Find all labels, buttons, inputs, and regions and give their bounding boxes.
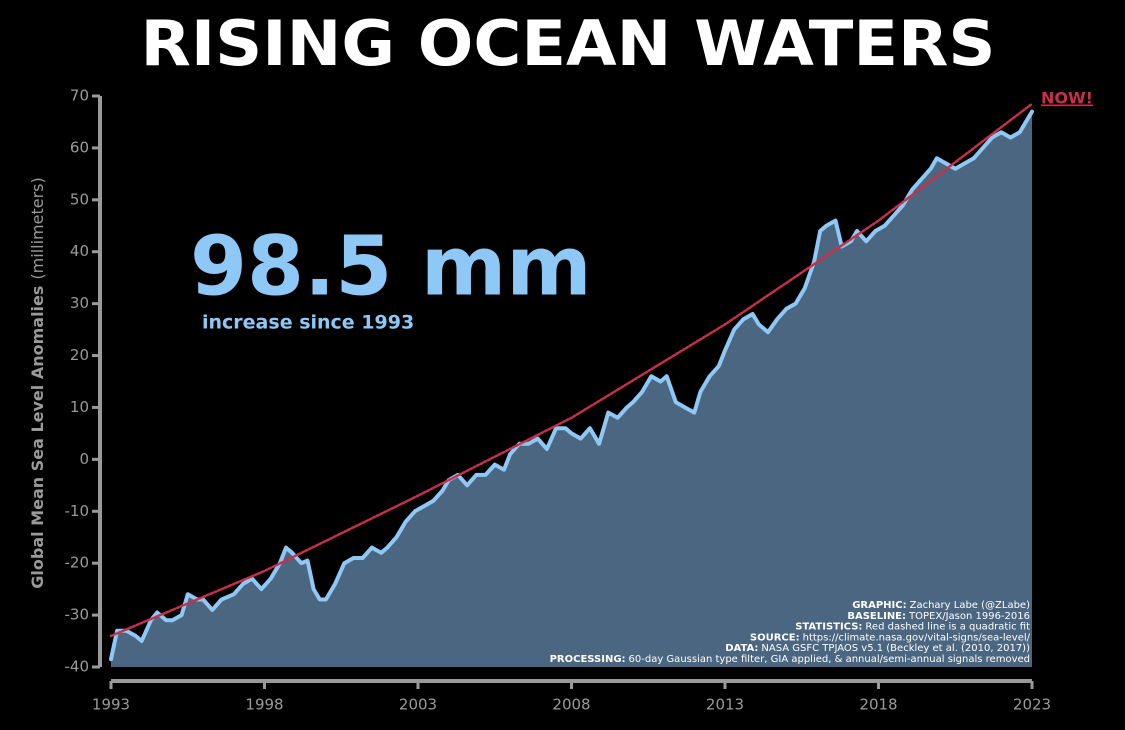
credit-text: Zachary Labe (@ZLabe) [910,600,1030,611]
credit-label: GRAPHIC: [852,600,906,611]
credit: STATISTICS: Red dashed line is a quadrati… [795,622,1030,633]
y-tick-label: 70 [70,87,89,105]
credit: GRAPHIC: Zachary Labe (@ZLabe) [852,600,1030,611]
y-tick-label: 10 [70,398,89,416]
headline: 98.5 mm [190,219,592,314]
credit: SOURCE: https://climate.nasa.gov/vital-si… [750,632,1031,643]
data-line [109,109,1034,662]
credit-label: STATISTICS: [795,622,862,633]
x-tick-label: 2018 [859,696,897,714]
x-tick-label: 1998 [245,696,283,714]
credit: BASELINE: TOPEX/Jason 1996-2016 [847,611,1030,622]
credit-text: TOPEX/Jason 1996-2016 [908,611,1030,622]
y-tick-label: -40 [65,658,90,676]
credit-label: BASELINE: [847,611,906,622]
y-tick-label: 60 [70,138,89,156]
y-tick-label: 0 [79,450,89,468]
area [111,111,1032,668]
trend-line [109,102,1034,638]
y-tick-label: -30 [65,606,90,624]
credit-text: 60-day Gaussian type filter, GIA applied… [629,654,1030,665]
y-axis-label: Global Mean Sea Level Anomalies (millimet… [28,177,47,588]
chart-title: RISING OCEAN WATERS [141,7,996,80]
x-tick-label: 2008 [552,696,590,714]
now-label: NOW! [1041,89,1093,108]
y-axis-label-unit: (millimeters) [28,177,47,279]
y-tick-label: -20 [65,554,90,572]
credit: DATA: NASA GSFC TPJAOS v5.1 (Beckley et a… [725,643,1030,654]
x-tick-label: 2023 [1013,696,1051,714]
credit-text: NASA GSFC TPJAOS v5.1 (Beckley et al. (2… [761,643,1030,654]
y-axis-label-main: Global Mean Sea Level Anomalies [28,286,47,589]
y-tick-label: 40 [70,242,89,260]
x-tick-label: 2013 [706,696,744,714]
x-tick-label: 1993 [92,696,130,714]
credit: PROCESSING: 60-day Gaussian type filter, … [550,654,1030,665]
y-tick-label: -10 [65,502,90,520]
x-tick-label: 2003 [399,696,437,714]
credit-label: DATA: [725,643,758,654]
headline-sub: increase since 1993 [202,312,414,334]
credit-label: PROCESSING: [550,654,626,665]
credit-label: SOURCE: [750,632,800,643]
y-tick-label: 30 [70,294,89,312]
y-tick-label: 50 [70,190,89,208]
credit-text: https://climate.nasa.gov/vital-signs/sea… [803,632,1031,643]
y-tick-label: 20 [70,346,89,364]
credit-text: Red dashed line is a quadratic fit [865,622,1030,633]
